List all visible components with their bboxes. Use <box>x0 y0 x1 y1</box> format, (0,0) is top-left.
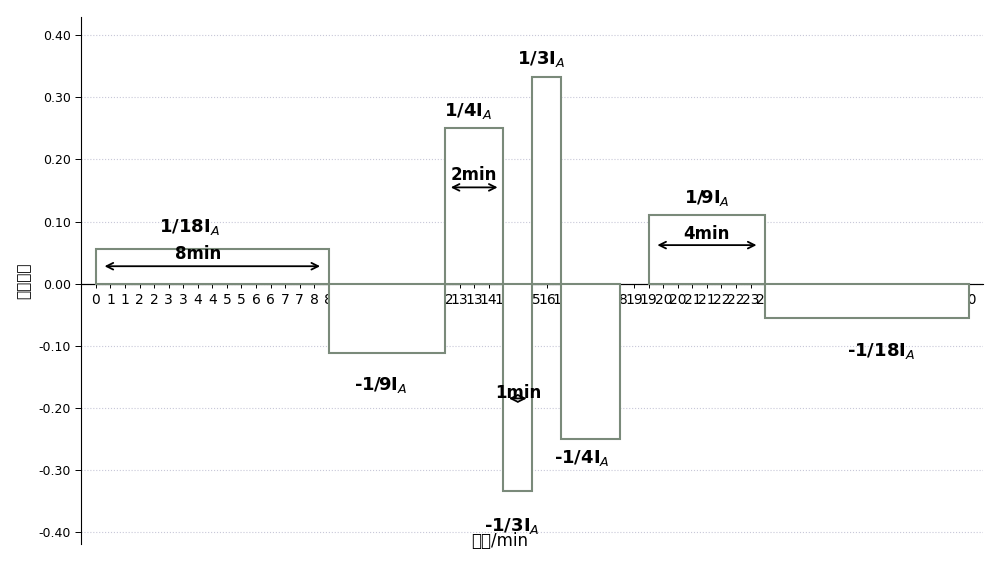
Bar <box>532 77 561 284</box>
Bar <box>96 249 329 284</box>
Text: 1/3I$_A$: 1/3I$_A$ <box>517 49 565 70</box>
Bar <box>503 284 532 490</box>
Text: -1/4I$_A$: -1/4I$_A$ <box>554 448 610 468</box>
Text: 1/9I$_A$: 1/9I$_A$ <box>684 188 730 208</box>
Text: 1min: 1min <box>495 384 541 402</box>
Text: 8min: 8min <box>175 245 221 263</box>
Text: 1/4I$_A$: 1/4I$_A$ <box>444 101 492 121</box>
Text: -1/3I$_A$: -1/3I$_A$ <box>484 516 540 536</box>
Text: -1/18I$_A$: -1/18I$_A$ <box>847 341 916 361</box>
Text: 时间/min: 时间/min <box>472 532 528 550</box>
Y-axis label: 电流幅値: 电流幅値 <box>17 262 32 299</box>
Text: 1/18I$_A$: 1/18I$_A$ <box>159 217 219 237</box>
Bar <box>765 284 969 318</box>
Text: -1/9I$_A$: -1/9I$_A$ <box>354 375 408 396</box>
Text: 4min: 4min <box>684 224 730 242</box>
Text: 2min: 2min <box>451 166 497 184</box>
Bar <box>445 128 503 284</box>
Bar <box>561 284 620 439</box>
Bar <box>649 215 765 284</box>
Bar <box>329 284 445 352</box>
